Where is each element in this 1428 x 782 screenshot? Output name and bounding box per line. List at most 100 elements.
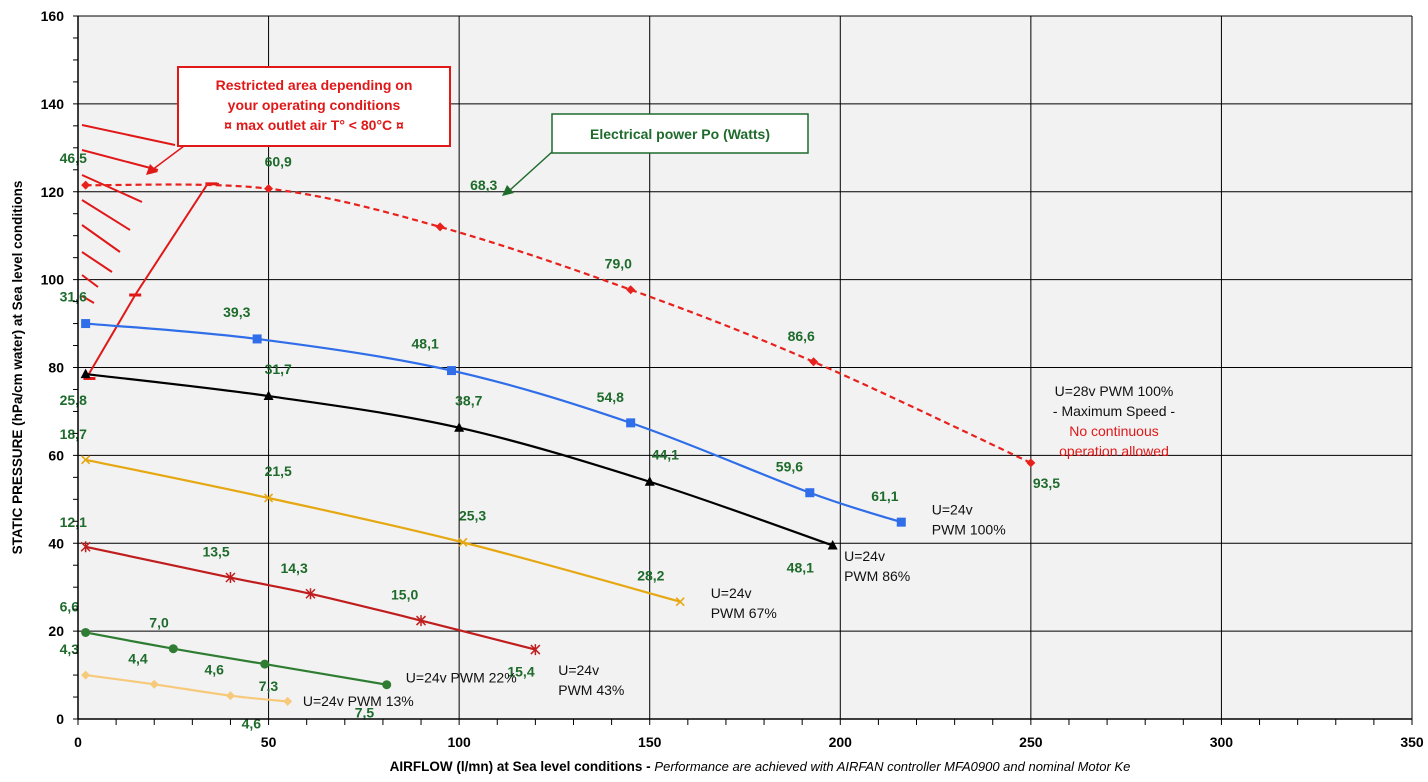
marker-pwm100_28v-2 xyxy=(435,222,445,232)
power-label-pwm43_24v: 13,5 xyxy=(202,544,229,560)
power-label-pwm43_24v: 15,4 xyxy=(507,664,534,680)
y-tick-label: 80 xyxy=(48,360,64,376)
marker-pwm13_24v-3 xyxy=(283,696,293,706)
power-label-pwm43_24v: 15,0 xyxy=(391,587,418,603)
x-tick-label: 250 xyxy=(1019,734,1043,750)
power-label-pwm67_24v: 25,3 xyxy=(459,507,486,523)
marker-pwm100_24v-3 xyxy=(626,418,636,428)
marker-pwm100_24v-0 xyxy=(81,319,91,329)
power-label-pwm22_24v: 6,6 xyxy=(60,598,80,614)
restricted-hatch xyxy=(81,295,95,304)
power-label-pwm67_24v: 21,5 xyxy=(265,463,292,479)
restricted-hatch xyxy=(81,174,143,203)
power-label-pwm86_24v: 25,8 xyxy=(60,392,87,408)
power-label-pwm100_28v: 68,3 xyxy=(470,177,497,193)
y-tick-label: 0 xyxy=(56,711,64,727)
restricted-hatch xyxy=(81,124,176,146)
marker-pwm67_24v-3 xyxy=(675,597,685,607)
marker-pwm100_24v-5 xyxy=(896,517,906,527)
x-tick-label: 0 xyxy=(74,734,82,750)
restricted-hatch xyxy=(81,224,121,253)
curve-label-pwm100_28v: - Maximum Speed - xyxy=(1053,403,1175,419)
y-tick-label: 120 xyxy=(41,184,65,200)
power-label-pwm22_24v: 7,5 xyxy=(355,705,375,721)
marker-pwm13_24v-2 xyxy=(225,691,235,701)
power-label-pwm100_24v: 61,1 xyxy=(871,488,898,504)
x-tick-label: 350 xyxy=(1400,734,1424,750)
warning-label-pwm100_28v: operation allowed xyxy=(1059,443,1169,459)
y-tick-label: 160 xyxy=(41,8,65,24)
power-callout-box xyxy=(551,113,809,154)
y-tick-label: 60 xyxy=(48,447,64,463)
restricted-callout-line: ¤ max outlet air T° < 80°C ¤ xyxy=(224,117,404,133)
power-label-pwm100_24v: 54,8 xyxy=(597,389,624,405)
y-tick-label: 40 xyxy=(48,535,64,551)
marker-pwm100_24v-2 xyxy=(447,366,457,376)
series-line-pwm67_24v xyxy=(85,458,681,603)
power-label-pwm67_24v: 28,2 xyxy=(637,568,664,584)
power-label-pwm100_24v: 39,3 xyxy=(223,304,250,320)
restricted-hatch xyxy=(81,199,131,231)
marker-pwm86_24v-1 xyxy=(263,390,274,401)
marker-pwm100_28v-5 xyxy=(1026,458,1036,468)
restricted-hatch xyxy=(81,274,99,288)
curve-label-pwm43_24v: PWM 43% xyxy=(558,682,624,698)
y-axis-title: STATIC PRESSURE (hPa/cm water) at Sea le… xyxy=(10,181,25,555)
marker-pwm100_24v-4 xyxy=(805,488,815,498)
marker-pwm86_24v-4 xyxy=(827,539,838,550)
x-tick-label: 200 xyxy=(829,734,853,750)
power-label-pwm86_24v: 44,1 xyxy=(652,447,679,463)
marker-pwm13_24v-1 xyxy=(149,679,159,689)
x-tick-label: 300 xyxy=(1210,734,1234,750)
curve-label-pwm86_24v: U=24v xyxy=(844,548,885,564)
marker-pwm86_24v-0 xyxy=(80,368,91,379)
power-label-pwm100_28v: 86,6 xyxy=(788,328,815,344)
marker-pwm86_24v-3 xyxy=(644,476,655,486)
power-callout-arrowhead xyxy=(502,185,514,196)
restricted-callout-box xyxy=(177,66,451,147)
x-tick-label: 100 xyxy=(447,734,471,750)
power-label-pwm13_24v: 4,3 xyxy=(60,641,80,657)
x-axis-title-main: AIRFLOW (l/mn) at Sea level conditions xyxy=(390,759,643,774)
y-tick-label: 100 xyxy=(41,272,65,288)
marker-pwm100_28v-3 xyxy=(626,285,636,295)
power-label-pwm100_24v: 48,1 xyxy=(412,336,439,352)
marker-pwm100_24v-1 xyxy=(252,334,262,344)
power-label-pwm100_28v: 46,5 xyxy=(60,150,87,166)
restricted-callout-line: Restricted area depending on xyxy=(216,77,413,93)
marker-pwm100_28v-1 xyxy=(264,184,274,194)
curve-label-pwm67_24v: PWM 67% xyxy=(711,605,777,621)
y-tick-label: 140 xyxy=(41,96,65,112)
power-label-pwm100_28v: 60,9 xyxy=(265,154,292,170)
power-label-pwm13_24v: 4,4 xyxy=(128,650,148,666)
restricted-callout-pointer xyxy=(151,145,185,171)
curve-label-pwm100_28v: U=28v PWM 100% xyxy=(1055,383,1174,399)
power-label-pwm100_28v: 93,5 xyxy=(1033,475,1060,491)
marker-pwm22_24v-1 xyxy=(168,644,178,654)
curve-label-pwm67_24v: U=24v xyxy=(711,585,752,601)
power-label-pwm22_24v: 7,3 xyxy=(259,678,279,694)
series-line-pwm13_24v xyxy=(85,673,288,703)
curve-label-pwm100_24v: PWM 100% xyxy=(932,522,1006,538)
series-line-pwm22_24v xyxy=(85,631,387,686)
x-tick-label: 50 xyxy=(261,734,277,750)
power-label-pwm22_24v: 7,0 xyxy=(149,615,169,631)
marker-pwm43_24v-3 xyxy=(415,615,427,627)
restricted-hatch xyxy=(81,149,159,171)
curve-label-pwm86_24v: PWM 86% xyxy=(844,568,910,584)
power-label-pwm13_24v: 4,6 xyxy=(242,715,262,731)
marker-pwm43_24v-4 xyxy=(530,644,541,656)
marker-pwm22_24v-2 xyxy=(260,659,270,669)
power-label-pwm100_24v: 59,6 xyxy=(776,459,803,475)
power-callout-pointer xyxy=(509,151,553,191)
marker-pwm43_24v-0 xyxy=(80,541,91,553)
power-label-pwm100_28v: 79,0 xyxy=(605,256,632,272)
y-tick-label: 20 xyxy=(48,623,64,639)
curve-label-pwm13_24v: U=24v PWM 13% xyxy=(303,693,414,709)
marker-pwm100_28v-4 xyxy=(809,357,819,367)
restricted-hatch xyxy=(81,251,113,273)
x-axis-title: AIRFLOW (l/mn) at Sea level conditions -… xyxy=(390,759,1131,774)
series-line-pwm100_28v xyxy=(85,183,1032,464)
